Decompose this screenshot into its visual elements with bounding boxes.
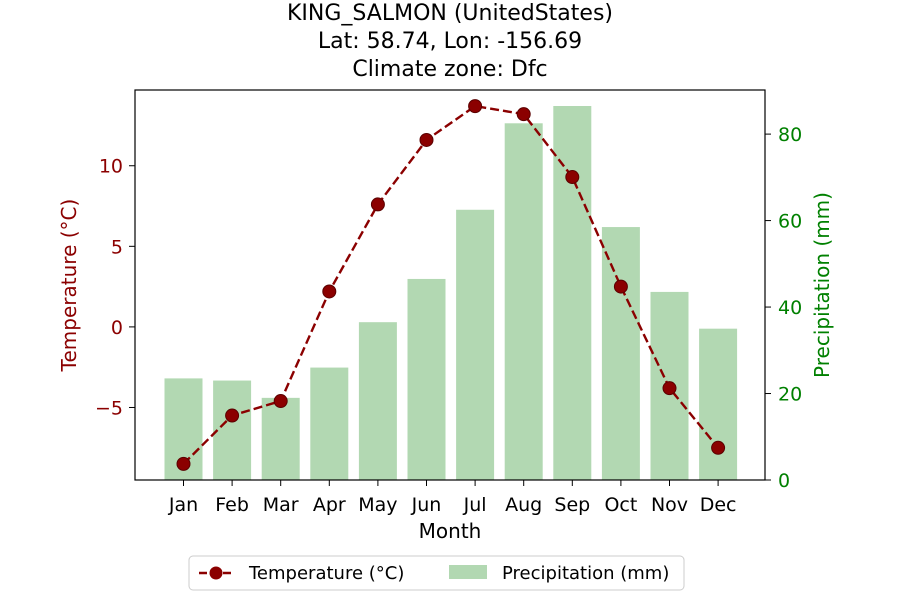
title-line: Climate zone: Dfc [352, 57, 547, 82]
x-tick-label: Dec [700, 494, 737, 516]
x-tick-label: Feb [215, 494, 249, 516]
y-right-tick-label: 0 [778, 470, 790, 492]
right-axis: 0 20 40 60 80 [765, 124, 802, 492]
chart-title: KING_SALMON (UnitedStates) Lat: 58.74, Lo… [287, 1, 613, 82]
y-left-tick-label: 10 [99, 156, 123, 178]
x-axis: Jan Feb Mar Apr May Jun Jul Aug Sep Oct Nov Dec [168, 480, 737, 516]
temperature-point [613, 279, 628, 294]
precipitation-bar [504, 123, 543, 480]
precipitation-bar [456, 209, 495, 480]
temperature-line [176, 99, 726, 471]
temperature-point [468, 99, 483, 114]
title-line: KING_SALMON (UnitedStates) [287, 1, 613, 26]
precipitation-bar [261, 397, 300, 480]
x-axis-label: Month [419, 519, 482, 543]
x-tick-label: Jun [411, 494, 442, 516]
temperature-series-line [182, 104, 720, 465]
temperature-point [662, 381, 677, 396]
x-tick-label: Mar [263, 494, 299, 516]
precipitation-bar [310, 367, 349, 480]
precipitation-bars [164, 105, 738, 481]
x-tick-label: Nov [651, 494, 688, 516]
temperature-point [516, 107, 531, 122]
temperature-point [370, 197, 385, 212]
legend-temperature-marker [209, 566, 223, 580]
precipitation-bar [213, 380, 252, 480]
x-tick-label: Sep [554, 494, 590, 516]
temperature-point [322, 284, 337, 299]
precipitation-bar [358, 322, 397, 480]
y-left-tick-label: 0 [111, 317, 123, 339]
temperature-point [273, 394, 288, 409]
legend-precipitation-swatch [449, 565, 487, 579]
title-line: Lat: 58.74, Lon: -156.69 [318, 29, 582, 54]
legend-box [188, 555, 685, 591]
temperature-point [711, 440, 726, 455]
legend-temperature-label: Temperature (°C) [248, 563, 404, 584]
legend-precipitation-label: Precipitation (mm) [502, 563, 669, 584]
y-left-tick-label: 5 [111, 236, 123, 258]
y-right-tick-label: 40 [778, 297, 802, 319]
y-axis-left-label: Temperature (°C) [57, 199, 81, 373]
left-axis: −5 0 5 10 [95, 156, 135, 419]
precipitation-bar [553, 105, 592, 481]
y-left-tick-label: −5 [95, 397, 123, 419]
x-tick-label: Jul [463, 494, 487, 516]
x-tick-label: Oct [604, 494, 637, 516]
x-tick-label: Apr [313, 494, 346, 516]
temperature-point [176, 456, 191, 471]
precipitation-bar [407, 278, 446, 480]
temperature-point [565, 170, 580, 185]
y-right-tick-label: 20 [778, 384, 802, 406]
plot-frame [134, 89, 766, 481]
precipitation-bar [699, 328, 738, 480]
precipitation-bar [601, 227, 640, 480]
temperature-point [419, 132, 434, 147]
y-right-tick-label: 60 [778, 211, 802, 233]
x-tick-label: Aug [505, 494, 542, 516]
x-tick-label: May [358, 494, 397, 516]
x-tick-label: Jan [168, 494, 198, 516]
y-right-tick-label: 80 [778, 124, 802, 146]
legend: Temperature (°C) Precipitation (mm) [188, 555, 685, 591]
temperature-point [225, 408, 240, 423]
y-axis-right-label: Precipitation (mm) [810, 192, 834, 378]
